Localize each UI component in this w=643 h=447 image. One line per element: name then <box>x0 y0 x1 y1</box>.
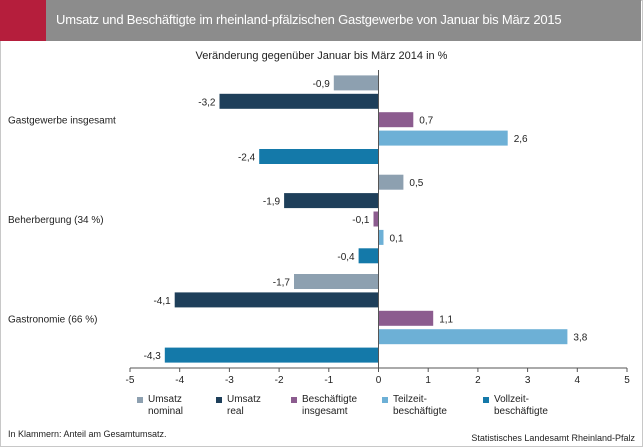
x-tick-label: -3 <box>225 375 234 386</box>
bar <box>378 329 568 345</box>
bar <box>219 93 379 109</box>
bar <box>164 347 379 363</box>
chart-title: Umsatz und Beschäftigte im rheinland-pfä… <box>56 12 562 27</box>
bar <box>333 75 379 91</box>
x-tick-label: -5 <box>126 375 135 386</box>
bar <box>294 274 379 289</box>
legend-label: Umsatz real <box>227 394 261 417</box>
legend-swatch <box>291 397 297 403</box>
chart-subtitle: Veränderung gegenüber Januar bis März 20… <box>195 50 448 62</box>
legend-swatch <box>137 397 143 403</box>
bar <box>259 149 379 164</box>
data-label: 0,5 <box>409 178 423 189</box>
chart-legend: Umsatz nominal Umsatz real Beschäftigte in… <box>0 394 643 424</box>
data-label: -0,4 <box>337 252 355 263</box>
bar <box>378 229 384 245</box>
x-tick-label: -4 <box>175 375 184 386</box>
x-tick-label: -1 <box>324 375 333 386</box>
bar <box>378 112 414 128</box>
x-tick-label: 4 <box>575 375 581 386</box>
data-label: -2,4 <box>238 153 256 164</box>
legend-label: Umsatz nominal <box>148 394 184 417</box>
title-bar <box>0 0 641 41</box>
legend-label: Vollzeit- beschäftigte <box>494 394 548 417</box>
data-label: 2,6 <box>514 134 528 145</box>
data-label: -3,2 <box>198 97 216 108</box>
data-label: -4,3 <box>144 351 162 362</box>
data-label: -1,9 <box>263 197 281 208</box>
x-tick-label: 5 <box>624 375 630 386</box>
category-label: Gastronomie (66 %) <box>8 314 97 325</box>
x-tick-label: 2 <box>475 375 481 386</box>
category-label: Gastgewerbe insgesamt <box>8 116 116 127</box>
data-label: 1,1 <box>439 314 453 325</box>
source-note: Statistisches Landesamt Rheinland-Pfalz <box>471 433 635 443</box>
legend-swatch <box>483 397 489 403</box>
bar <box>378 174 404 190</box>
bar <box>358 248 379 264</box>
data-label: -1,7 <box>273 278 291 289</box>
data-label: -0,9 <box>313 79 331 90</box>
legend-label: Teilzeit- beschäftigte <box>393 394 447 417</box>
bar <box>284 193 379 209</box>
bar <box>174 292 379 308</box>
x-tick-label: -2 <box>275 375 284 386</box>
bar <box>378 310 434 326</box>
title-accent <box>0 0 46 41</box>
data-label: 3,8 <box>573 333 587 344</box>
data-label: 0,7 <box>419 116 433 127</box>
legend-swatch <box>216 397 222 403</box>
x-tick-label: 0 <box>376 375 382 386</box>
x-tick-label: 1 <box>425 375 431 386</box>
x-tick-label: 3 <box>525 375 531 386</box>
legend-swatch <box>382 397 388 403</box>
legend-label: Beschäftigte insgesamt <box>302 394 358 417</box>
data-label: -0,1 <box>352 215 370 226</box>
footnote: In Klammern: Anteil am Gesamtumsatz. <box>8 429 167 439</box>
category-label: Beherbergung (34 %) <box>8 215 104 226</box>
bar <box>373 211 379 227</box>
data-label: -4,1 <box>153 296 171 307</box>
bar <box>378 130 508 146</box>
data-label: 0,1 <box>390 233 404 244</box>
